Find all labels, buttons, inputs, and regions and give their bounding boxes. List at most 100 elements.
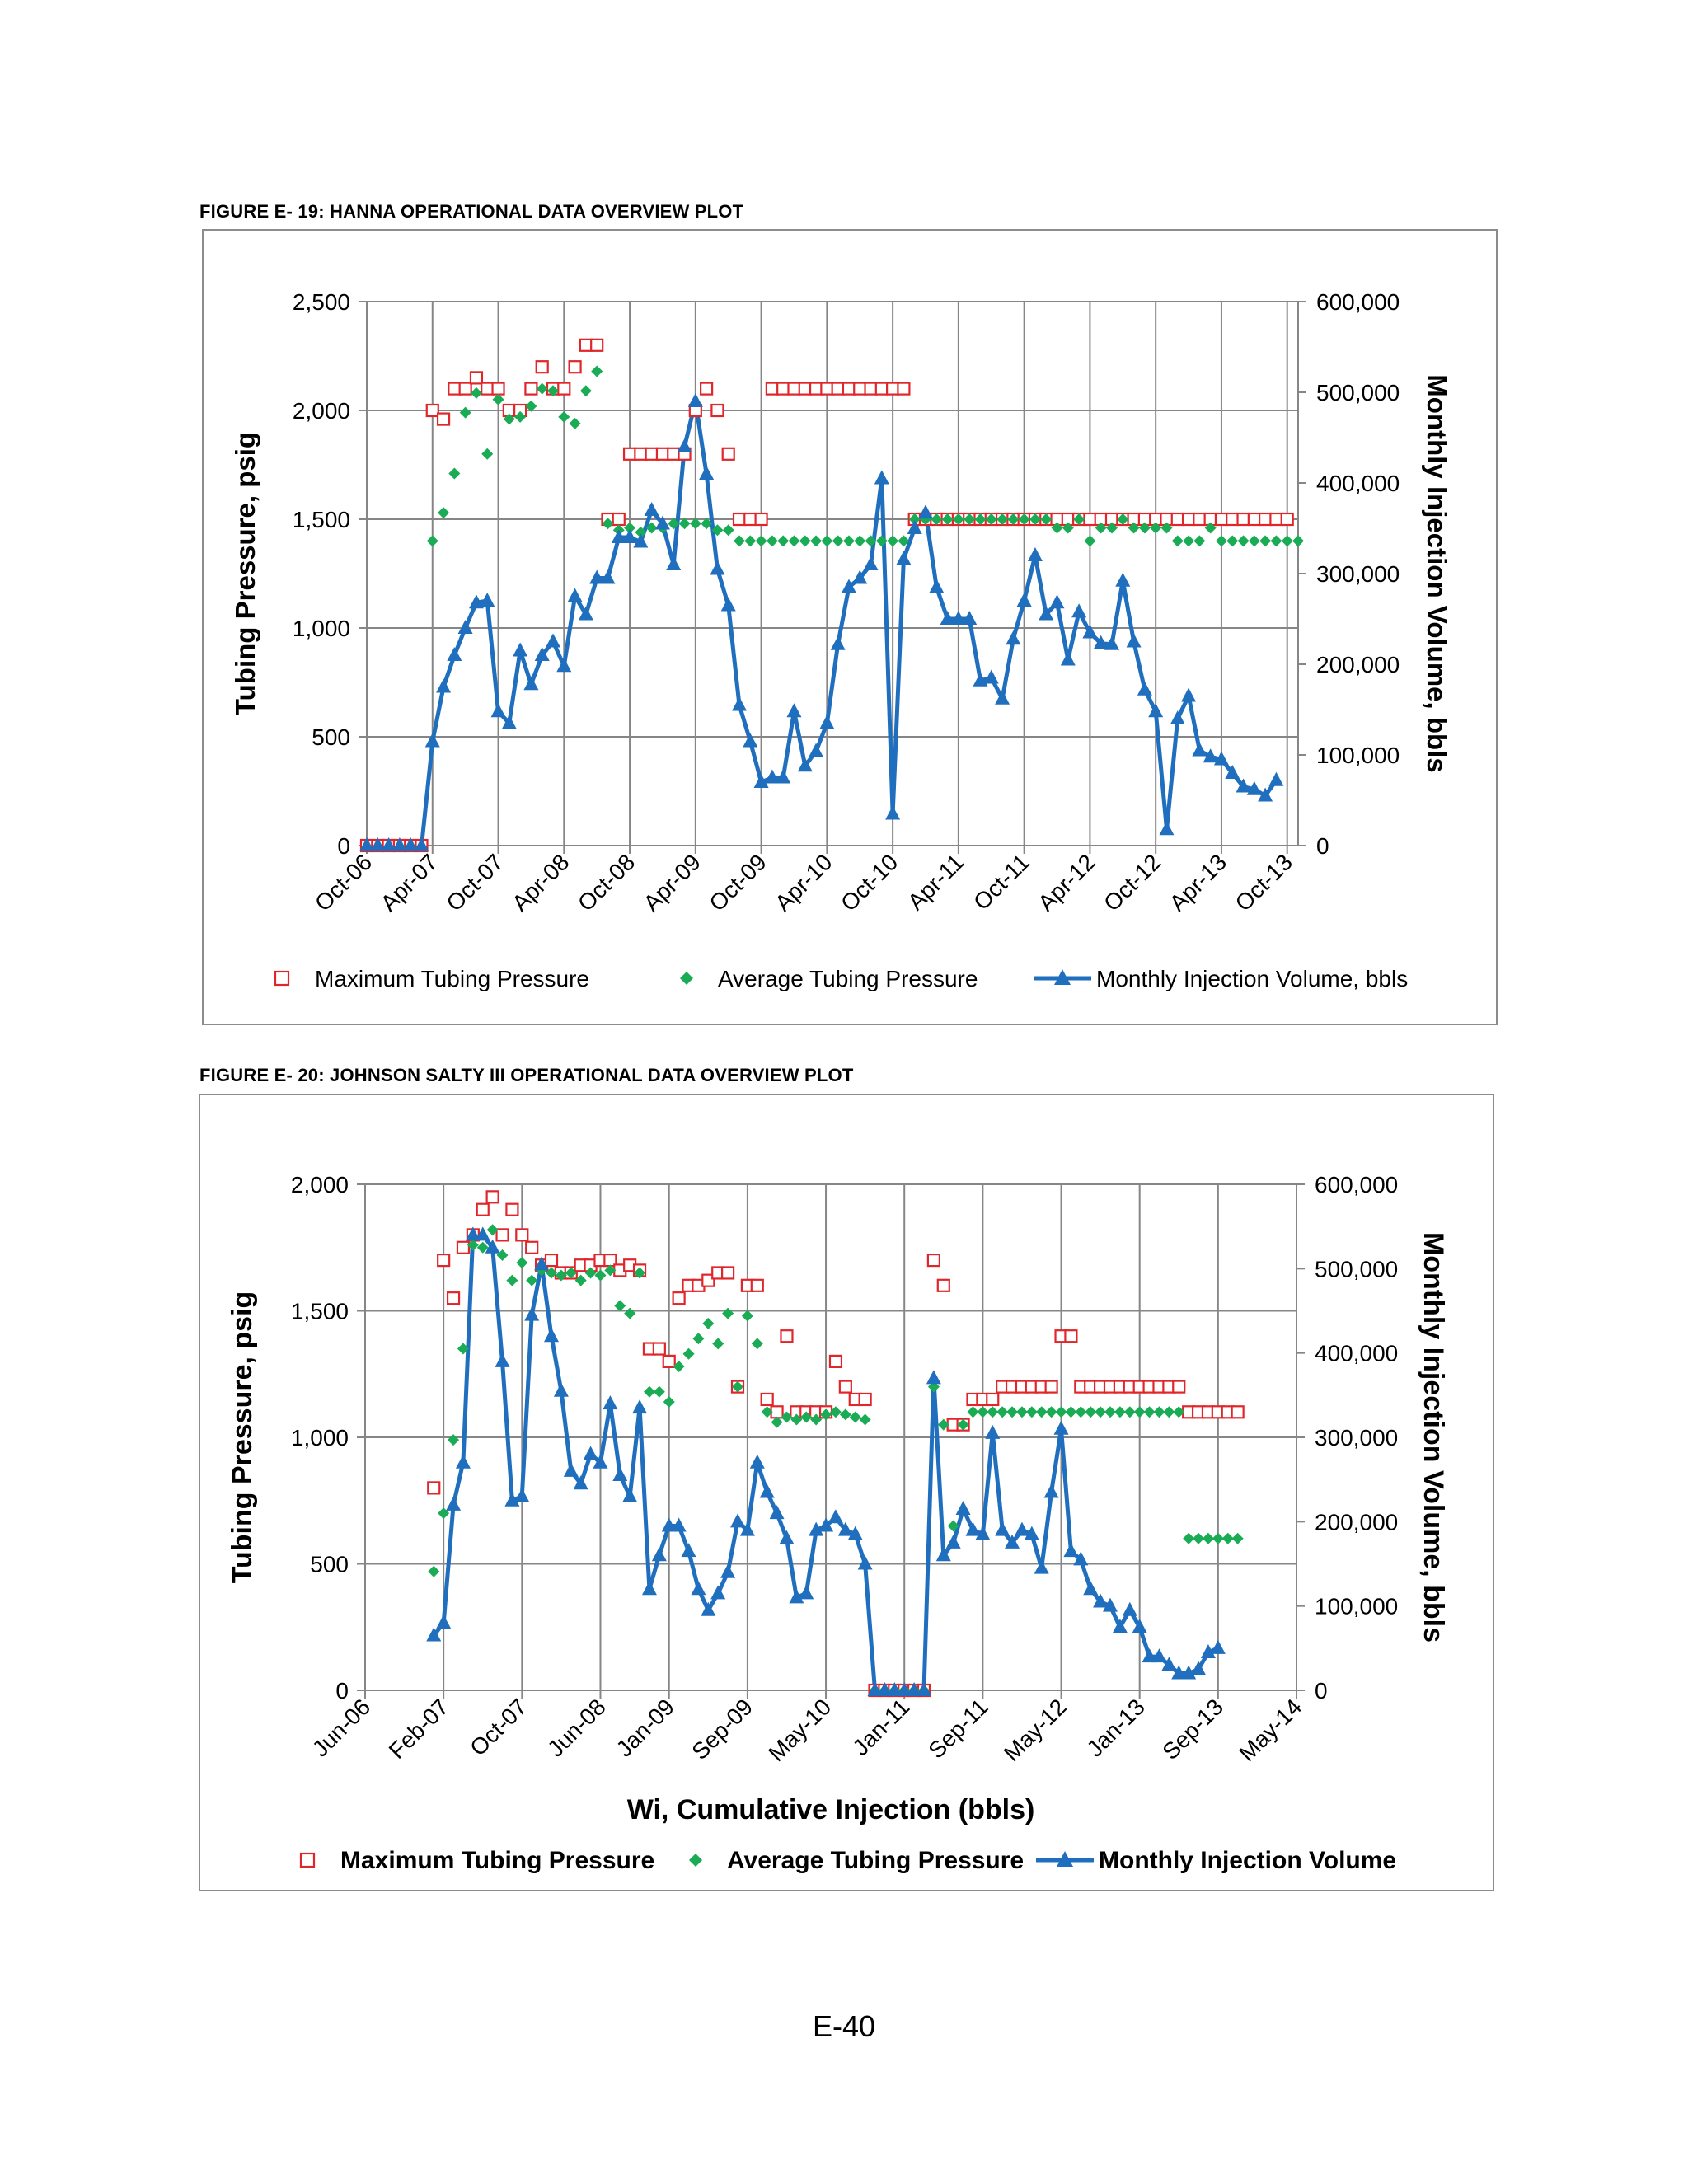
y2-tick-label: 400,000 xyxy=(1316,471,1400,496)
injection-volume-point xyxy=(918,504,933,519)
injection-volume-point xyxy=(769,1505,785,1520)
avg-pressure-point xyxy=(908,513,921,525)
legend-vol-marker xyxy=(1054,969,1071,985)
injection-volume-point xyxy=(436,1615,452,1629)
injection-volume-point xyxy=(1200,1643,1216,1658)
injection-volume-point xyxy=(632,1399,648,1414)
injection-volume-point xyxy=(1191,1661,1207,1675)
avg-pressure-point xyxy=(702,1317,715,1329)
injection-volume-point xyxy=(887,1682,903,1696)
max-pressure-point xyxy=(765,382,779,396)
x-tick-label: Oct-10 xyxy=(836,849,903,916)
avg-pressure-point xyxy=(1143,1406,1156,1418)
x-tick-label: Jun-08 xyxy=(542,1694,610,1761)
injection-volume-point xyxy=(841,579,856,593)
avg-pressure-point xyxy=(486,1224,499,1236)
avg-pressure-point xyxy=(887,535,899,547)
injection-volume-point xyxy=(534,647,550,661)
injection-volume-point xyxy=(1016,593,1032,607)
injection-volume-point xyxy=(743,733,758,748)
injection-volume-point xyxy=(671,1517,687,1532)
max-pressure-point xyxy=(568,360,582,374)
avg-pressure-point xyxy=(761,1406,773,1418)
injection-volume-point xyxy=(1073,1551,1089,1566)
max-pressure-point xyxy=(1170,512,1184,527)
x-tick-label: Apr-07 xyxy=(376,849,443,916)
avg-pressure-point xyxy=(898,535,910,547)
avg-pressure-point xyxy=(1123,1406,1136,1418)
avg-pressure-point xyxy=(594,1269,607,1282)
avg-pressure-point xyxy=(931,513,943,525)
max-pressure-point xyxy=(481,382,495,396)
injection-volume-point xyxy=(455,1454,471,1469)
avg-pressure-point xyxy=(692,1333,705,1345)
max-pressure-point xyxy=(634,447,648,461)
avg-pressure-point xyxy=(1171,535,1184,547)
avg-pressure-point xyxy=(689,518,701,530)
avg-pressure-point xyxy=(964,513,976,525)
avg-pressure-point xyxy=(448,467,461,480)
injection-volume-point xyxy=(985,1424,1001,1439)
max-pressure-point xyxy=(590,338,604,352)
max-pressure-point xyxy=(1193,512,1207,527)
avg-pressure-point xyxy=(682,1347,695,1360)
max-pressure-point xyxy=(485,1190,499,1204)
x-tick-label: Sep-11 xyxy=(923,1694,992,1763)
max-pressure-point xyxy=(622,447,637,461)
max-pressure-point xyxy=(645,447,659,461)
injection-volume-point xyxy=(468,594,484,609)
avg-pressure-point xyxy=(1237,535,1250,547)
injection-volume-point xyxy=(907,1682,922,1696)
avg-pressure-point xyxy=(957,1418,969,1431)
injection-volume-point xyxy=(1063,1543,1079,1558)
x-tick-label: Oct-07 xyxy=(441,849,508,916)
injection-volume-point xyxy=(1170,710,1185,724)
max-pressure-point xyxy=(525,1240,539,1254)
x-tick-label: Apr-08 xyxy=(507,849,574,916)
injection-volume-point xyxy=(1151,1648,1167,1663)
x-tick-label: Feb-07 xyxy=(384,1694,454,1764)
avg-pressure-point xyxy=(546,1267,557,1279)
injection-volume-point xyxy=(681,1543,696,1558)
avg-pressure-point xyxy=(810,535,823,547)
avg-pressure-point xyxy=(547,385,559,397)
injection-volume-point xyxy=(578,606,593,621)
injection-volume-point xyxy=(753,774,769,788)
max-pressure-point xyxy=(1214,512,1229,527)
max-pressure-point xyxy=(1172,1380,1186,1394)
injection-volume-point xyxy=(359,837,374,851)
avg-pressure-point xyxy=(565,1267,577,1279)
x-tick-label: May-10 xyxy=(763,1694,836,1766)
injection-volume-point xyxy=(436,678,452,693)
max-pressure-point xyxy=(1280,512,1294,527)
x-tick-label: Oct-06 xyxy=(310,849,377,916)
avg-pressure-point xyxy=(832,535,844,547)
avg-pressure-point xyxy=(859,1413,871,1426)
injection-volume-point xyxy=(701,1601,716,1616)
injection-volume-point xyxy=(603,1395,618,1410)
injection-volume-point xyxy=(874,470,889,485)
injection-volume-point xyxy=(1225,765,1240,779)
avg-pressure-point xyxy=(1051,522,1063,534)
max-pressure-point xyxy=(458,382,472,396)
max-pressure-point xyxy=(886,382,900,396)
injection-volume-point xyxy=(1213,751,1229,766)
injection-volume-point xyxy=(523,676,539,691)
avg-pressure-point xyxy=(1183,535,1195,547)
avg-pressure-point xyxy=(574,1274,587,1286)
injection-volume-point xyxy=(661,1517,677,1532)
injection-volume-point xyxy=(392,837,407,851)
avg-pressure-point xyxy=(496,1249,509,1261)
avg-pressure-point xyxy=(820,1408,832,1421)
max-pressure-point xyxy=(721,1266,735,1280)
injection-volume-point xyxy=(622,529,638,543)
max-pressure-point xyxy=(557,382,571,396)
injection-volume-point xyxy=(1203,748,1218,763)
max-pressure-point xyxy=(842,382,856,396)
max-pressure-point xyxy=(838,1380,852,1394)
max-pressure-point xyxy=(425,403,439,418)
legend-max-label: Maximum Tubing Pressure xyxy=(315,966,589,991)
avg-pressure-point xyxy=(467,1239,479,1251)
max-pressure-point xyxy=(926,1254,940,1268)
avg-pressure-point xyxy=(732,1380,743,1393)
